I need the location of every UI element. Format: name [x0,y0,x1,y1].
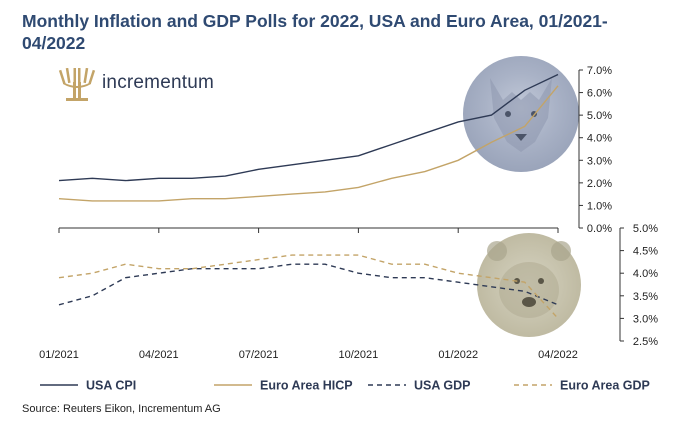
y-tick-label: 1.0% [587,200,612,212]
wolf-image [463,56,579,172]
y-tick-label: 3.5% [633,291,658,303]
y-tick-label: 7.0% [587,65,612,77]
series-line-usa-cpi [58,73,559,182]
y-tick-label: 4.0% [587,133,612,145]
x-tick-label: 07/2021 [239,349,279,361]
y-tick-label: 3.0% [633,313,658,325]
tick-labels: 0.0% 1.0% 2.0% 3.0% 4.0% 5.0% 6.0% 7.0% 2.5% 3.0%… [39,65,658,361]
y-tick-label: 0.0% [587,223,612,235]
brand-name: incrementum [102,72,215,93]
y-tick-label: 2.0% [587,178,612,190]
y-tick-label: 6.0% [587,88,612,100]
y-tick-label: 5.0% [587,110,612,122]
x-tick-label: 04/2022 [538,349,578,361]
bear-image [477,233,581,337]
legend-label-usa-cpi: USA CPI [86,379,136,393]
y-tick-label: 2.5% [633,336,658,348]
series-line-euro-area-hicp [58,85,559,202]
y-tick-label: 4.0% [633,268,658,280]
y-tick-label: 4.5% [633,246,658,258]
series-line-usa-gdp [58,263,559,306]
x-tick-label: 10/2021 [339,349,379,361]
legend-label-euro-area-gdp: Euro Area GDP [560,379,650,393]
legend-label-usa-gdp: USA GDP [414,379,471,393]
legend: USA CPI Euro Area HICP USA GDP Euro Area GD… [40,379,650,393]
series-line-euro-area-gdp [58,254,559,319]
y-tick-label: 3.0% [587,155,612,167]
axes [58,69,624,342]
series-layer [58,73,559,319]
y-tick-label: 5.0% [633,223,658,235]
x-tick-label: 01/2021 [39,349,79,361]
tree-logo-icon [58,68,96,101]
x-tick-label: 04/2021 [139,349,179,361]
chart-title: Monthly Inflation and GDP Polls for 2022… [22,11,608,53]
x-tick-label: 01/2022 [438,349,478,361]
legend-label-euro-area-hicp: Euro Area HICP [260,379,353,393]
source-note: Source: Reuters Eikon, Incrementum AG [22,403,221,415]
